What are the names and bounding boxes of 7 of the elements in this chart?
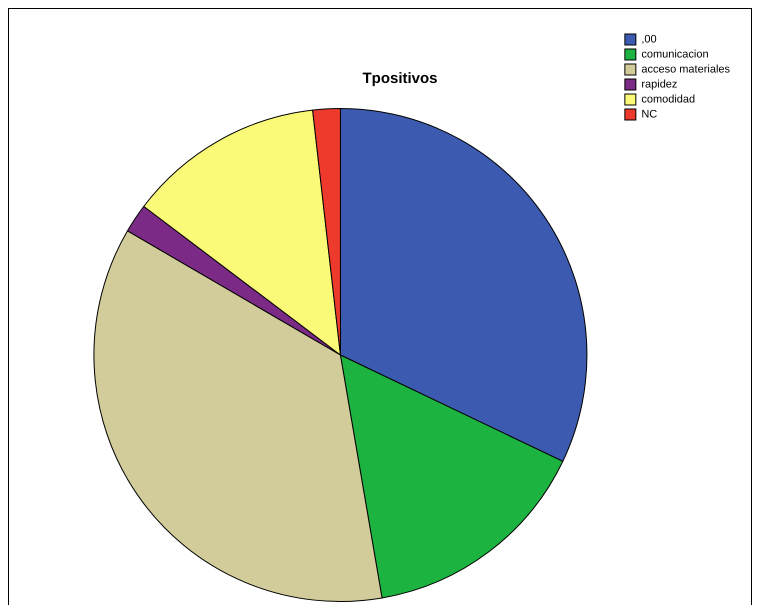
legend-label: rapidez <box>641 78 678 91</box>
legend-label: NC <box>641 108 658 121</box>
text: Tpositivos <box>362 70 438 88</box>
legend-label: comunicacion <box>641 48 709 61</box>
legend-label: acceso materiales <box>641 64 730 76</box>
legend-label: ,00 <box>641 34 657 46</box>
legend-label: comodidad <box>641 94 696 106</box>
